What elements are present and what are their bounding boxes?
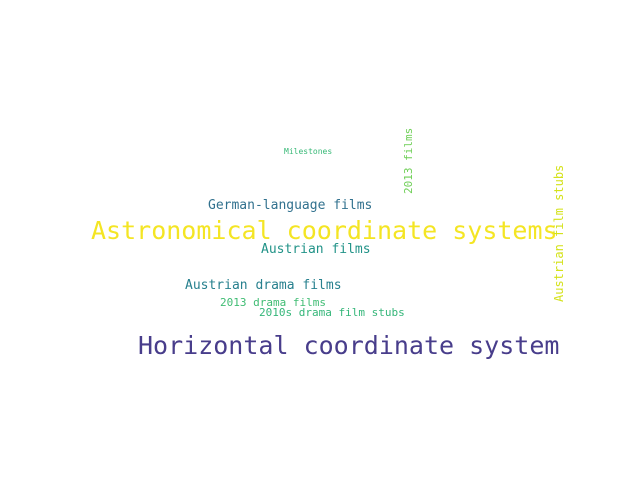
word-austrian-drama-films: Austrian drama films: [185, 278, 342, 293]
word-austrian-films: Austrian films: [261, 242, 371, 257]
word-german-language-films: German-language films: [208, 198, 373, 213]
word-horizontal-coordinate-system: Horizontal coordinate system: [138, 331, 560, 360]
word-milestones: Milestones: [284, 147, 333, 156]
word-2013-drama-films: 2013 drama films: [220, 296, 326, 309]
word-2013-films: 2013 films: [402, 127, 415, 194]
word-astronomical-coordinate-systems: Astronomical coordinate systems: [91, 216, 558, 245]
word-austrian-film-stubs: Austrian film stubs: [552, 164, 566, 302]
word-2010s-drama-film-stubs: 2010s drama film stubs: [259, 306, 405, 319]
